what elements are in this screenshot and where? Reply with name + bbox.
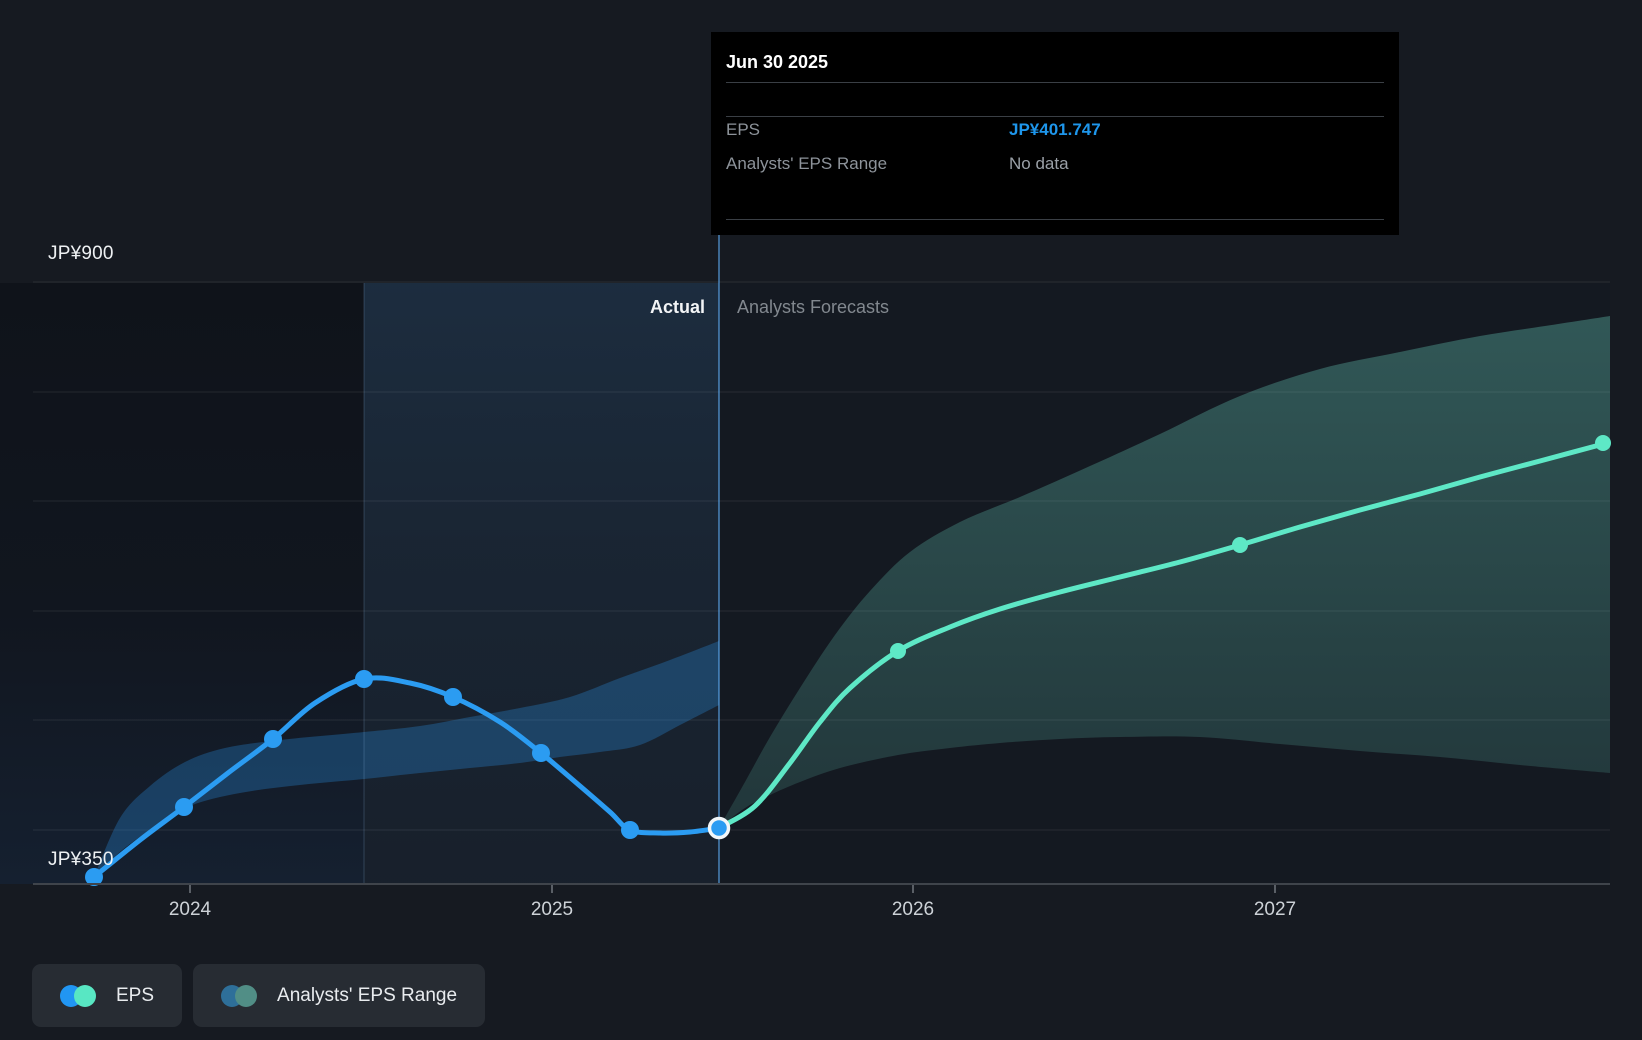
eps-forecast-point[interactable]: [1232, 537, 1248, 553]
range-series-icon: [221, 984, 258, 1007]
tooltip-divider: [726, 116, 1384, 117]
eps-series-icon: [60, 984, 96, 1007]
past-eps-range-band: [94, 641, 719, 877]
x-tick-label-2024: 2024: [168, 899, 212, 920]
y-axis-label-top: JP¥900: [48, 243, 114, 264]
analysts-eps-range-band: [719, 316, 1610, 828]
legend-label-analysts-eps-range: Analysts' EPS Range: [277, 984, 458, 1006]
eps-actual-point[interactable]: [264, 730, 282, 748]
eps-forecast-line[interactable]: [716, 440, 1610, 831]
eps-actual-point[interactable]: [621, 821, 639, 839]
fiscal-year-highlight: [364, 283, 719, 884]
eps-actual-point[interactable]: [85, 868, 103, 886]
tooltip: Jun 30 2025 EPS JP¥401.747 Analysts' EPS…: [711, 32, 1399, 235]
past-area-background: [0, 283, 364, 884]
y-axis-label-bottom: JP¥350: [48, 849, 114, 870]
tooltip-eps-label: EPS: [726, 120, 761, 139]
x-tick-label-2025: 2025: [530, 899, 574, 920]
tooltip-range-label: Analysts' EPS Range: [726, 154, 888, 173]
tooltip-divider: [726, 82, 1384, 83]
section-label-forecasts: Analysts Forecasts: [737, 297, 890, 317]
eps-forecast-point[interactable]: [1595, 435, 1611, 451]
eps-actual-point[interactable]: [355, 670, 373, 688]
legend-item-eps[interactable]: EPS: [32, 964, 183, 1027]
eps-actual-point[interactable]: [532, 744, 550, 762]
tooltip-eps-value: JP¥401.747: [1009, 120, 1101, 139]
tooltip-divider: [726, 219, 1384, 220]
eps-actual-point[interactable]: [444, 688, 462, 706]
legend: EPS Analysts' EPS Range: [32, 964, 486, 1027]
x-tick-label-2027: 2027: [1253, 899, 1297, 920]
tooltip-date: Jun 30 2025: [726, 52, 829, 72]
legend-item-analysts-eps-range[interactable]: Analysts' EPS Range: [193, 964, 486, 1027]
section-label-actual: Actual: [649, 297, 705, 317]
x-tick-label-2026: 2026: [891, 899, 935, 920]
hovered-point-jun-30-2025[interactable]: [707, 816, 731, 840]
legend-label-eps: EPS: [116, 984, 155, 1006]
eps-forecast-point[interactable]: [890, 643, 906, 659]
eps-actual-point[interactable]: [175, 798, 193, 816]
tooltip-range-value: No data: [1009, 154, 1069, 173]
